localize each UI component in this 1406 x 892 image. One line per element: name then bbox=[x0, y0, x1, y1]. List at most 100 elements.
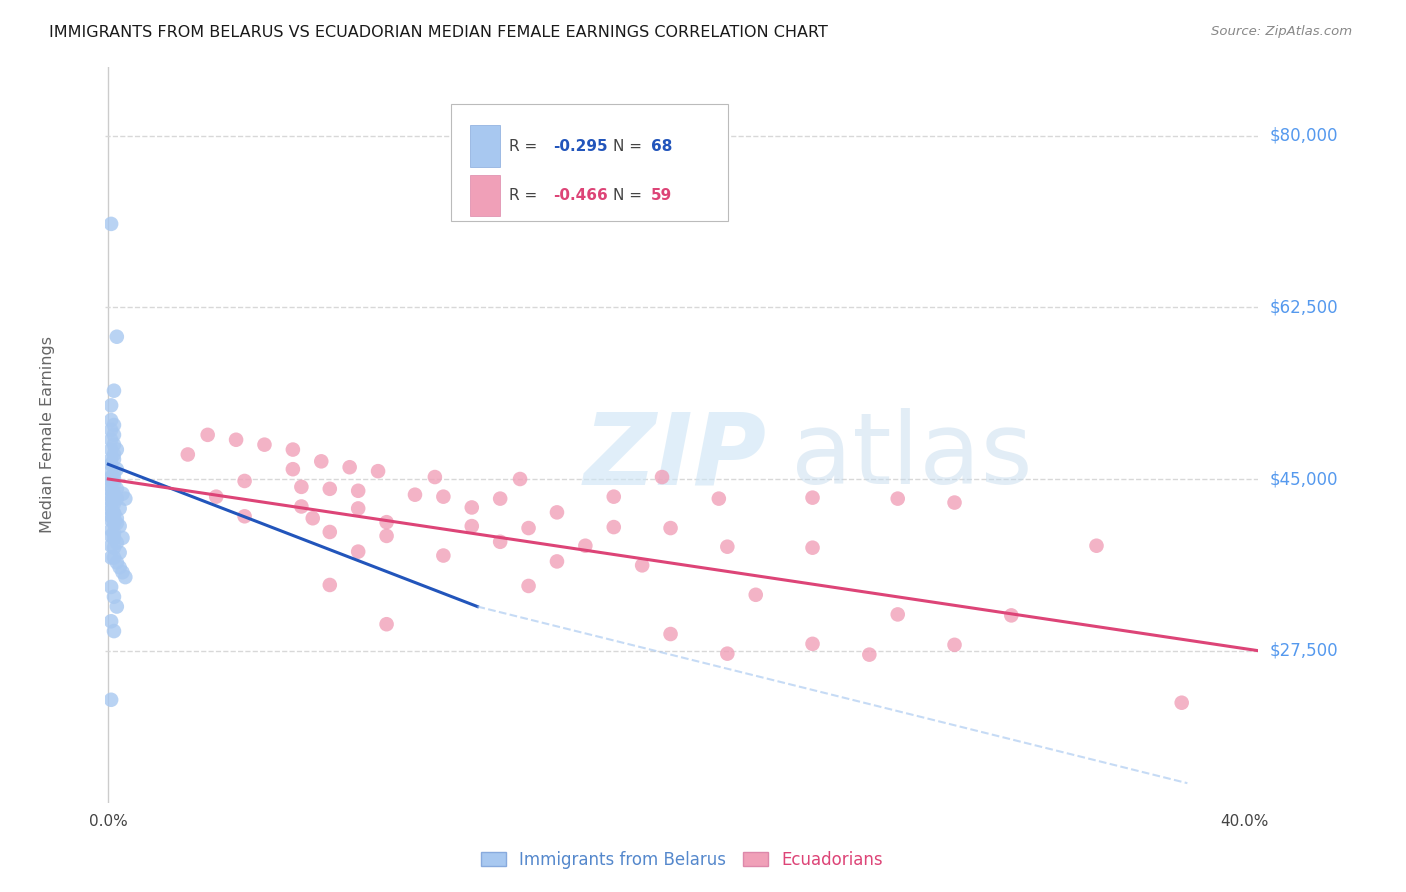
FancyBboxPatch shape bbox=[470, 175, 499, 216]
Point bbox=[100, 474, 122, 488]
Point bbox=[111, 566, 134, 580]
Point bbox=[745, 588, 768, 602]
Point bbox=[197, 427, 219, 442]
Point bbox=[100, 470, 122, 484]
Point bbox=[103, 507, 125, 521]
Point bbox=[801, 491, 824, 505]
Text: $80,000: $80,000 bbox=[1270, 127, 1339, 145]
Point bbox=[716, 647, 738, 661]
Point bbox=[943, 495, 966, 509]
Point bbox=[100, 539, 122, 553]
Point bbox=[716, 540, 738, 554]
Point bbox=[205, 490, 228, 504]
Point bbox=[103, 417, 125, 432]
Point bbox=[233, 509, 256, 524]
Point bbox=[367, 464, 389, 478]
Point bbox=[100, 483, 122, 498]
Point bbox=[319, 578, 342, 592]
Point bbox=[108, 545, 131, 560]
Point bbox=[105, 599, 128, 614]
Point bbox=[404, 488, 426, 502]
Text: N =: N = bbox=[613, 188, 647, 203]
Point bbox=[100, 529, 122, 543]
Point bbox=[177, 448, 200, 462]
Point bbox=[105, 511, 128, 525]
Point bbox=[309, 454, 332, 468]
Point bbox=[108, 501, 131, 516]
Point bbox=[100, 452, 122, 467]
Point bbox=[347, 483, 370, 498]
Point bbox=[100, 464, 122, 478]
Point bbox=[461, 500, 484, 515]
Text: atlas: atlas bbox=[792, 409, 1033, 506]
Text: $27,500: $27,500 bbox=[1270, 641, 1339, 660]
Point bbox=[100, 523, 122, 537]
Point bbox=[114, 491, 136, 506]
Point bbox=[1170, 696, 1192, 710]
Point bbox=[103, 437, 125, 451]
Point bbox=[339, 460, 361, 475]
Point bbox=[100, 614, 122, 628]
Point bbox=[103, 491, 125, 506]
Point bbox=[100, 433, 122, 447]
Point bbox=[253, 437, 276, 451]
Text: $45,000: $45,000 bbox=[1270, 470, 1339, 488]
Point bbox=[707, 491, 730, 506]
Point bbox=[105, 516, 128, 530]
Point bbox=[100, 442, 122, 457]
Point bbox=[105, 482, 128, 496]
Point bbox=[546, 505, 568, 519]
Point bbox=[103, 531, 125, 545]
Point bbox=[100, 457, 122, 471]
Point bbox=[105, 442, 128, 457]
Point bbox=[432, 549, 454, 563]
Point bbox=[886, 607, 908, 622]
Point bbox=[103, 624, 125, 639]
Point bbox=[103, 511, 125, 525]
Point bbox=[659, 521, 682, 535]
Point bbox=[100, 509, 122, 524]
Point bbox=[105, 491, 128, 506]
Text: -0.466: -0.466 bbox=[553, 188, 607, 203]
Point bbox=[432, 490, 454, 504]
Point bbox=[103, 516, 125, 530]
Point bbox=[290, 480, 312, 494]
Point bbox=[319, 524, 342, 539]
Text: 68: 68 bbox=[651, 138, 672, 153]
Point bbox=[100, 217, 122, 231]
Point bbox=[105, 555, 128, 570]
Point bbox=[100, 503, 122, 517]
Point bbox=[103, 476, 125, 491]
Point bbox=[489, 534, 512, 549]
Point bbox=[111, 487, 134, 501]
Point bbox=[225, 433, 247, 447]
Point bbox=[631, 558, 654, 573]
Point bbox=[858, 648, 880, 662]
Point bbox=[111, 531, 134, 545]
Point bbox=[100, 413, 122, 427]
Point bbox=[100, 493, 122, 508]
Point bbox=[103, 525, 125, 540]
Point bbox=[375, 529, 398, 543]
Point bbox=[100, 500, 122, 514]
Point bbox=[546, 554, 568, 568]
Point bbox=[105, 330, 128, 344]
Text: 59: 59 bbox=[651, 188, 672, 203]
Point bbox=[108, 519, 131, 533]
FancyBboxPatch shape bbox=[470, 126, 499, 167]
Point bbox=[103, 472, 125, 486]
Point bbox=[290, 500, 312, 514]
Point bbox=[375, 515, 398, 529]
Point bbox=[281, 442, 304, 457]
Point bbox=[103, 384, 125, 398]
Point bbox=[603, 490, 626, 504]
Point bbox=[319, 482, 342, 496]
Point bbox=[100, 480, 122, 494]
Point bbox=[517, 579, 540, 593]
Text: $62,500: $62,500 bbox=[1270, 298, 1339, 317]
Text: R =: R = bbox=[509, 138, 543, 153]
Text: Median Female Earnings: Median Female Earnings bbox=[41, 336, 55, 533]
Point bbox=[574, 539, 596, 553]
Point bbox=[423, 470, 446, 484]
Point bbox=[103, 590, 125, 604]
